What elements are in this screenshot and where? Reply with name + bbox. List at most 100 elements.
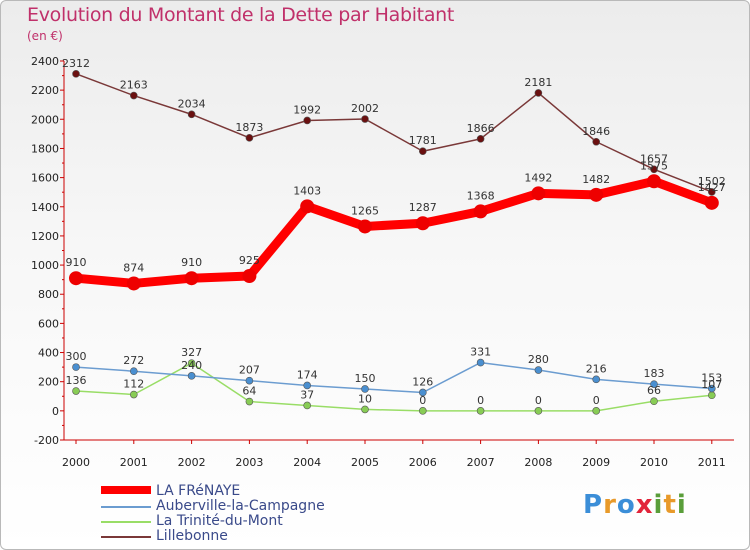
data-point-la-frenaye <box>242 269 257 284</box>
y-tick-label: 1800 <box>31 142 59 155</box>
data-point-lillebonne <box>418 147 427 156</box>
data-point-la-frenaye <box>647 174 661 189</box>
data-label-lillebonne: 2163 <box>120 79 148 92</box>
data-point-auberville <box>476 358 485 367</box>
data-point-la-trinite <box>361 405 369 414</box>
data-point-auberville <box>187 372 196 380</box>
data-label-la-frenaye: 1427 <box>698 181 726 194</box>
data-label-la-trinite: 10 <box>358 392 372 405</box>
data-label-la-trinite: 107 <box>701 378 722 391</box>
legend-swatch <box>101 506 151 508</box>
series-line-la-trinite <box>75 362 712 412</box>
logo-letter: P <box>583 490 604 520</box>
legend-swatch <box>101 486 151 494</box>
data-point-auberville <box>592 375 601 384</box>
data-point-auberville <box>303 381 312 390</box>
data-point-auberville <box>418 388 427 397</box>
data-point-lillebonne <box>476 135 485 143</box>
y-tick-label: 1600 <box>31 172 59 185</box>
proxiti-logo: Proxiti <box>583 490 687 520</box>
data-label-auberville: 153 <box>701 372 722 385</box>
data-label-auberville: 183 <box>644 367 665 380</box>
data-point-auberville <box>707 384 716 393</box>
y-tick-label: 0 <box>52 405 59 418</box>
data-point-lillebonne <box>707 188 716 196</box>
data-label-la-frenaye: 874 <box>123 261 144 274</box>
legend-label: Lillebonne <box>156 528 228 544</box>
data-label-la-trinite: 37 <box>300 388 314 401</box>
data-label-auberville: 331 <box>470 346 491 359</box>
data-label-la-frenaye: 910 <box>66 256 87 269</box>
data-point-lillebonne <box>187 110 196 119</box>
data-point-auberville <box>650 380 658 388</box>
data-point-la-trinite <box>418 407 427 415</box>
x-tick-label: 2005 <box>351 456 379 469</box>
data-label-la-frenaye: 1287 <box>409 201 437 214</box>
data-point-la-trinite <box>707 391 716 400</box>
logo-letter: i <box>676 490 687 520</box>
data-point-la-frenaye <box>415 216 430 231</box>
data-label-auberville: 126 <box>412 375 433 388</box>
series-line-auberville <box>75 361 712 394</box>
data-label-lillebonne: 1657 <box>640 152 668 165</box>
data-point-lillebonne <box>130 91 138 100</box>
data-point-la-trinite <box>592 407 601 415</box>
x-tick-label: 2009 <box>582 456 610 469</box>
y-tick-label: -200 <box>34 434 59 447</box>
data-label-la-trinite: 327 <box>181 346 202 359</box>
data-point-la-frenaye <box>589 187 604 202</box>
data-point-la-frenaye <box>358 219 372 234</box>
data-point-la-frenaye <box>126 276 141 291</box>
x-tick-label: 2000 <box>62 456 90 469</box>
data-label-lillebonne: 2034 <box>178 97 206 110</box>
data-label-auberville: 280 <box>528 353 549 366</box>
data-label-lillebonne: 1846 <box>582 125 610 138</box>
data-label-la-trinite: 0 <box>477 394 484 407</box>
series-line-lillebonne <box>75 73 713 193</box>
data-label-la-frenaye: 1575 <box>640 159 668 172</box>
y-tick-label: 1000 <box>31 259 59 272</box>
data-label-la-trinite: 136 <box>66 374 87 387</box>
data-label-la-trinite: 0 <box>593 394 600 407</box>
data-label-auberville: 240 <box>181 359 202 372</box>
data-label-lillebonne: 2312 <box>62 57 90 70</box>
data-point-la-trinite <box>72 387 80 395</box>
data-label-la-trinite: 112 <box>123 378 144 391</box>
data-label-la-frenaye: 1403 <box>293 184 321 197</box>
x-tick-label: 2002 <box>178 456 206 469</box>
data-label-auberville: 150 <box>355 372 376 385</box>
y-tick-label: 200 <box>38 376 59 389</box>
legend-label: La Trinité-du-Mont <box>156 513 283 529</box>
data-label-la-frenaye: 1265 <box>351 204 379 217</box>
y-tick-label: 1400 <box>31 201 59 214</box>
data-point-la-trinite <box>187 359 196 367</box>
data-point-auberville <box>534 366 543 374</box>
data-point-la-trinite <box>476 407 485 415</box>
logo-letter: o <box>616 490 636 520</box>
data-point-la-frenaye <box>69 271 83 286</box>
chart-subtitle: (en €) <box>27 29 63 43</box>
logo-letter: t <box>663 490 677 520</box>
legend-label: Auberville-la-Campagne <box>156 498 325 514</box>
data-label-auberville: 272 <box>123 354 144 367</box>
y-tick-label: 600 <box>38 317 59 330</box>
y-tick-label: 1200 <box>31 230 59 243</box>
x-tick-label: 2003 <box>235 456 263 469</box>
data-point-la-trinite <box>650 397 658 406</box>
y-tick-label: 800 <box>38 288 59 301</box>
data-label-auberville: 300 <box>66 350 87 363</box>
data-label-lillebonne: 1502 <box>698 175 726 188</box>
data-label-auberville: 207 <box>239 364 260 377</box>
data-point-la-frenaye <box>473 204 488 219</box>
data-point-lillebonne <box>650 165 658 174</box>
chart-title: Evolution du Montant de la Dette par Hab… <box>27 4 455 26</box>
data-label-la-frenaye: 910 <box>181 256 202 269</box>
data-point-la-frenaye <box>300 199 315 214</box>
data-point-la-frenaye <box>704 195 719 210</box>
data-label-la-frenaye: 1492 <box>524 171 552 184</box>
data-label-auberville: 216 <box>586 362 607 375</box>
logo-letter: r <box>603 490 617 520</box>
y-tick-label: 400 <box>38 347 59 360</box>
x-tick-label: 2001 <box>120 456 148 469</box>
x-tick-label: 2008 <box>524 456 552 469</box>
